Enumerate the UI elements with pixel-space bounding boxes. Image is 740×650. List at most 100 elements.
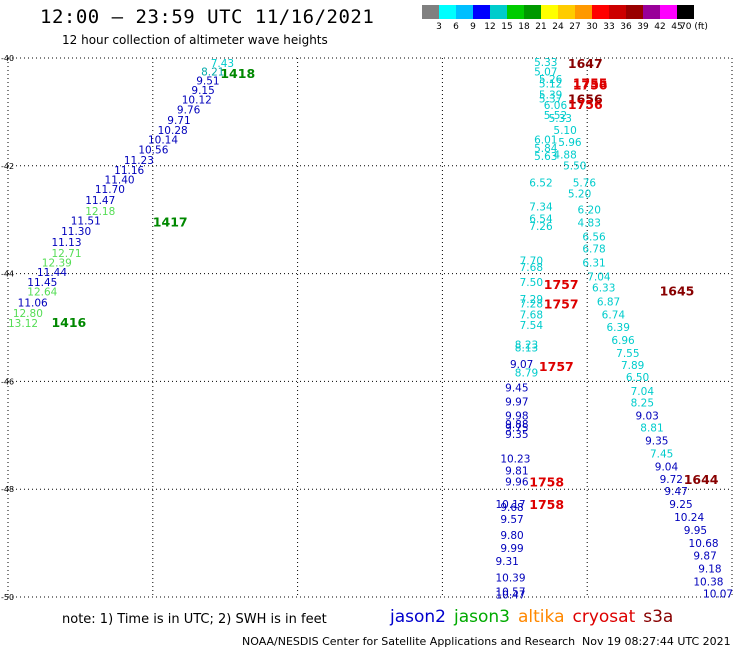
color-scale-tick: 36 [620, 22, 632, 32]
data-point-label: 9.47 [664, 486, 687, 498]
data-point-label: 8.81 [640, 422, 663, 434]
data-point-label: 7.43 [211, 58, 234, 70]
data-point-label: 9.25 [669, 499, 692, 511]
data-point-label: 6.33 [592, 282, 615, 294]
legend-item-cryosat: cryosat [572, 607, 636, 627]
data-point-label: 13.12 [8, 318, 38, 330]
data-point-label: 6.20 [578, 205, 601, 217]
data-point-label: 9.35 [645, 435, 668, 447]
data-point-label: 9.07 [510, 359, 533, 371]
data-point-label: 5.20 [568, 189, 591, 201]
color-scale-tick: 18 [518, 22, 530, 32]
data-point-label: 6.06 [544, 100, 568, 112]
data-point-label: 7.34 [529, 201, 553, 213]
data-point-label: 7.45 [650, 448, 673, 460]
data-point-label: 6.31 [582, 258, 605, 270]
data-point-label: 9.03 [635, 411, 658, 423]
color-scale-swatch [558, 5, 575, 19]
y-tick-label: -44 [1, 270, 14, 279]
data-point-label: 6.87 [597, 296, 620, 308]
data-point-label: 11.30 [61, 226, 91, 238]
data-point-label: 7.55 [616, 348, 639, 360]
color-scale-tick: 21 [535, 22, 547, 32]
data-point-label: 10.28 [158, 125, 188, 137]
data-point-label: 9.31 [495, 556, 518, 568]
color-scale-swatch [626, 5, 643, 19]
data-point-label: 8.79 [515, 367, 538, 379]
data-point-label: 11.13 [51, 237, 81, 249]
time-annotation: 1755 [573, 75, 608, 90]
data-point-label: 10.39 [495, 572, 525, 584]
data-point-label: 9.99 [500, 543, 523, 555]
data-point-label: 7.29 [520, 294, 543, 306]
chart-plot: 757881848790-40-42-44-46-48-507.438.219.… [1, 54, 733, 600]
color-scale-swatch [473, 5, 490, 19]
color-scale-tick: 9 [470, 22, 476, 32]
data-point-label: 5.50 [563, 160, 586, 172]
y-tick-label: -46 [1, 377, 14, 386]
color-scale-swatch [456, 5, 473, 19]
color-scale-swatch [643, 5, 660, 19]
data-point-label: 8.23 [515, 339, 538, 351]
data-point-label: 9.04 [655, 461, 679, 473]
legend-item-jason2: jason2 [390, 607, 446, 627]
color-scale-swatch [507, 5, 524, 19]
color-scale-swatch [609, 5, 626, 19]
data-point-label: 12.39 [42, 258, 72, 270]
data-point-label: 7.50 [520, 277, 543, 289]
data-point-label: 7.54 [520, 320, 544, 332]
data-point-label: 6.96 [611, 335, 635, 347]
data-point-label: 11.40 [105, 175, 135, 187]
data-point-label: 9.97 [505, 397, 528, 409]
y-tick-label: -50 [1, 593, 14, 600]
data-point-label: 7.68 [520, 262, 543, 274]
data-point-label: 5.96 [558, 137, 582, 149]
legend-item-jason3: jason3 [454, 607, 510, 627]
time-annotation: 1758 [529, 474, 564, 489]
color-scale-swatch [660, 5, 677, 19]
data-point-label: 10.23 [500, 454, 530, 466]
footer-timestamp: Nov 19 08:27:44 UTC 2021 [582, 635, 731, 648]
data-point-label: 9.81 [505, 466, 528, 478]
data-point-label: 9.95 [684, 525, 707, 537]
legend-item-s3a: s3a [643, 607, 674, 627]
data-point-label: 5.07 [534, 67, 557, 79]
color-scale-swatch [592, 5, 609, 19]
data-point-label: 10.12 [182, 95, 212, 107]
data-point-label: 9.35 [505, 429, 528, 441]
data-point-label: 7.28 [520, 298, 543, 310]
footer-note: note: 1) Time is in UTC; 2) SWH is in fe… [62, 612, 327, 627]
time-annotation: 1647 [568, 56, 603, 71]
data-point-label: 5.33 [534, 57, 557, 69]
data-point-label: 6.39 [607, 322, 630, 334]
data-point-label: 5.37 [539, 94, 562, 106]
data-point-label: 5.39 [539, 89, 562, 101]
data-point-label: 10.07 [703, 588, 733, 600]
data-point-label: 12.80 [13, 308, 43, 320]
data-point-label: 9.71 [167, 115, 190, 127]
data-point-label: 9.57 [500, 514, 523, 526]
data-point-label: 10.38 [693, 577, 723, 589]
data-point-label: 6.54 [529, 213, 553, 225]
data-point-label: 11.06 [18, 297, 48, 309]
y-tick-label: -48 [1, 485, 14, 494]
data-point-label: 9.75 [505, 422, 528, 434]
time-annotation: 1757 [539, 359, 574, 374]
color-scale-tick: 24 [552, 22, 564, 32]
data-point-label: 5.12 [539, 79, 562, 91]
data-point-label: 6.50 [626, 372, 649, 384]
data-point-label: 9.87 [693, 551, 716, 563]
data-point-label: 5.33 [549, 113, 572, 125]
y-tick-label: -42 [1, 162, 14, 171]
data-point-label: 11.47 [85, 195, 115, 207]
data-point-label: 11.23 [124, 155, 154, 167]
data-point-label: 5.52 [544, 110, 567, 122]
data-point-label: 4.83 [578, 218, 601, 230]
data-point-label: 6.01 [534, 135, 557, 147]
data-point-label: 11.70 [95, 184, 125, 196]
time-annotation: 1656 [568, 92, 603, 107]
color-scale-swatch [439, 5, 456, 19]
color-scale-tick: 12 [484, 22, 496, 32]
data-point-label: 9.80 [500, 530, 523, 542]
data-point-label: 12.18 [85, 206, 115, 218]
